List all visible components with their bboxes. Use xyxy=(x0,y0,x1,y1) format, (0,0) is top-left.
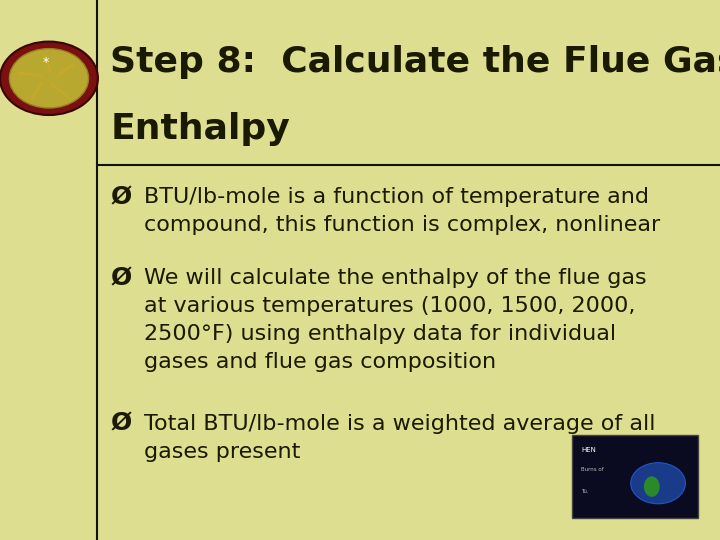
Text: Tu.: Tu. xyxy=(581,489,589,494)
Text: HEN: HEN xyxy=(581,447,596,453)
Circle shape xyxy=(9,49,89,108)
Ellipse shape xyxy=(644,476,660,497)
Circle shape xyxy=(631,463,685,504)
Text: Enthalpy: Enthalpy xyxy=(110,112,290,145)
Text: Ø: Ø xyxy=(110,185,132,209)
Text: Step 8:  Calculate the Flue Gas: Step 8: Calculate the Flue Gas xyxy=(110,45,720,79)
Text: compound, this function is complex, nonlinear: compound, this function is complex, nonl… xyxy=(144,215,660,235)
Text: BTU/lb-mole is a function of temperature and: BTU/lb-mole is a function of temperature… xyxy=(144,187,649,207)
Text: Ø: Ø xyxy=(110,266,132,290)
Text: Ø: Ø xyxy=(110,412,132,436)
Text: Total BTU/lb-mole is a weighted average of all: Total BTU/lb-mole is a weighted average … xyxy=(144,414,655,434)
Text: We will calculate the enthalpy of the flue gas: We will calculate the enthalpy of the fl… xyxy=(144,268,647,288)
Text: Burns of: Burns of xyxy=(581,467,604,472)
Text: gases present: gases present xyxy=(144,442,300,462)
Text: 2500°F) using enthalpy data for individual: 2500°F) using enthalpy data for individu… xyxy=(144,324,616,345)
Text: gases and flue gas composition: gases and flue gas composition xyxy=(144,352,496,373)
Text: at various temperatures (1000, 1500, 2000,: at various temperatures (1000, 1500, 200… xyxy=(144,296,635,316)
FancyBboxPatch shape xyxy=(572,435,698,518)
Text: *: * xyxy=(42,56,48,69)
Circle shape xyxy=(0,42,98,115)
